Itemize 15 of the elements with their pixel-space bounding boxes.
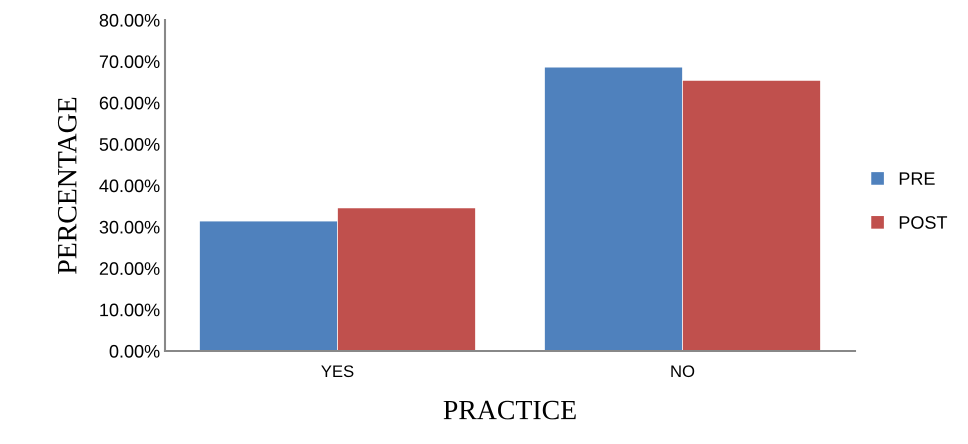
- x-tick-label: NO: [671, 365, 694, 378]
- y-tick-label: 0.00%: [110, 344, 160, 358]
- y-tick-label: 50.00%: [100, 138, 160, 151]
- legend-label: PRE: [900, 172, 935, 185]
- y-tick-label: 70.00%: [100, 55, 160, 68]
- x-axis-title: PRACTICE: [444, 400, 576, 420]
- y-tick-label: 30.00%: [100, 220, 160, 234]
- y-tick-label: 40.00%: [99, 179, 160, 192]
- x-tick-label: YES: [321, 365, 354, 378]
- y-axis-title: PERCENTAGE: [58, 98, 77, 274]
- y-tick-label: 60.00%: [100, 96, 160, 110]
- y-tick-label: 20.00%: [100, 262, 160, 275]
- y-tick-label: 80.00%: [100, 14, 160, 27]
- y-tick-label: 10.00%: [100, 304, 160, 316]
- legend-label: POST: [900, 216, 948, 229]
